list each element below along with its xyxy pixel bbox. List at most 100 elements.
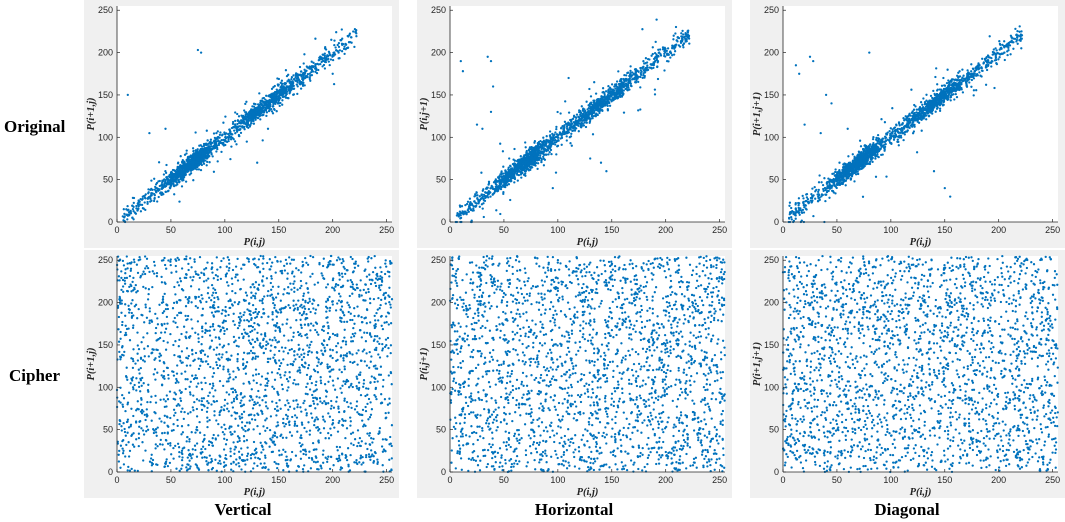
data-point [530,161,533,165]
data-point [659,52,662,56]
data-point [209,145,213,148]
data-point [624,87,627,91]
data-point [608,104,612,107]
data-point [194,131,197,134]
data-point [173,180,177,183]
data-point [259,103,262,106]
data-point [236,125,240,129]
data-point [680,39,683,43]
data-point [891,130,894,133]
data-point [641,76,644,80]
data-point [270,100,273,104]
data-point [265,94,268,97]
data-point [353,28,357,31]
data-point [650,54,653,57]
data-point [338,49,342,52]
data-point [224,115,227,118]
data-point [639,73,643,77]
data-point [655,56,659,60]
data-point [603,92,606,95]
data-point [465,213,468,216]
data-point [526,165,529,168]
data-point [828,183,831,186]
data-point [627,81,630,84]
data-point [639,69,642,72]
data-point [570,144,573,147]
data-point [147,188,150,191]
data-point [634,68,638,71]
data-point [986,61,990,64]
data-point [681,44,685,47]
data-point [532,153,535,157]
data-point [287,73,290,76]
data-point [293,78,296,81]
data-point [164,190,167,193]
data-point [183,171,186,174]
data-point [278,104,281,108]
data-point [811,194,814,198]
data-point [348,32,352,35]
data-point [666,47,670,50]
data-point [266,107,269,110]
data-point [642,74,645,77]
data-point [534,146,538,150]
data-point [915,108,918,111]
data-point [205,129,208,132]
data-point [555,125,558,129]
data-point [146,200,149,204]
data-point [323,52,326,55]
data-point [569,118,572,122]
data-point [304,75,308,78]
data-point [335,31,338,34]
data-point [515,172,519,175]
data-point [622,81,625,85]
data-point [195,168,199,171]
data-point [637,75,640,78]
data-point [820,181,823,184]
data-point [290,87,293,90]
data-point [587,107,590,110]
data-point [598,110,601,113]
data-point [282,95,285,98]
data-point [459,214,462,217]
data-point [541,151,545,154]
data-point [178,180,181,183]
data-point [569,135,573,138]
data-point [296,81,299,84]
data-point [201,152,204,155]
data-point [278,88,281,91]
data-point [169,180,173,183]
data-point [628,79,631,82]
data-point [154,183,158,186]
y-tick-label: 250 [98,5,113,15]
data-point [925,99,928,102]
data-point [622,83,625,87]
data-point [161,179,165,182]
data-point [542,155,545,159]
data-point [187,161,191,165]
data-point [581,112,584,116]
data-point [595,103,599,106]
data-point [129,210,132,213]
data-point [835,180,838,183]
data-point [352,30,355,33]
data-point [290,78,293,81]
data-point [619,91,622,94]
data-point [476,194,479,197]
data-point [250,122,253,125]
data-point [336,43,339,47]
data-point [483,199,487,203]
data-point [196,161,199,164]
data-point [994,58,998,62]
data-point [148,131,151,135]
data-point [207,142,210,145]
data-point [203,147,207,150]
data-point [234,132,237,135]
data-point [296,85,299,88]
data-point [626,88,629,92]
data-point [822,187,825,191]
data-point [258,104,261,107]
data-point [331,55,334,58]
data-point [522,161,525,165]
data-point [651,46,654,49]
